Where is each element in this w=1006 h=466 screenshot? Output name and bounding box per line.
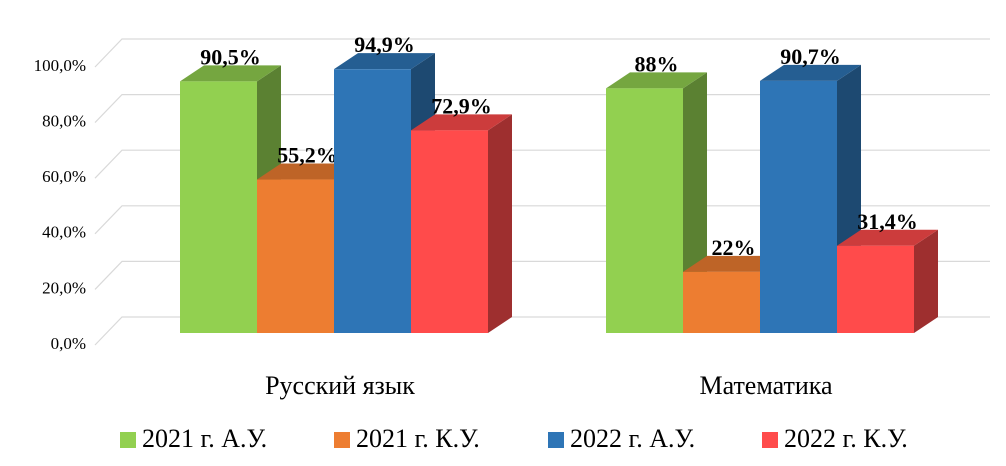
x-tick-label: Математика [699,371,833,400]
bar [334,69,411,333]
y-tick-label: 0,0% [51,334,86,353]
bar-top [760,64,861,81]
bar [760,80,837,333]
x-tick-label: Русский язык [265,371,415,400]
legend-label: 2021 г. К.У. [356,424,480,453]
value-label: 72,9% [431,93,492,118]
bar [683,271,760,333]
value-label: 90,7% [780,44,841,69]
y-tick-label: 40,0% [42,223,86,242]
bar-top [334,53,435,70]
value-label: 94,9% [354,32,415,57]
bar [606,88,683,333]
legend-label: 2022 г. К.У. [784,424,908,453]
value-label: 31,4% [857,209,918,234]
value-label: 22% [712,235,756,260]
legend-swatch [548,432,564,448]
value-label: 88% [635,51,679,76]
bar [411,130,488,333]
legend-swatch [120,432,136,448]
grid-line [94,38,990,68]
bar-side [914,229,938,333]
legend-label: 2021 г. А.У. [142,424,267,453]
y-tick-label: 100,0% [34,56,86,75]
value-label: 90,5% [200,44,261,69]
bar-top [180,65,281,82]
value-label: 55,2% [277,143,338,168]
y-tick-label: 20,0% [42,278,86,297]
bar [180,81,257,333]
bar-top [606,72,707,89]
bar-top [683,255,784,272]
legend-swatch [334,432,350,448]
y-tick-label: 80,0% [42,112,86,131]
bar-top [837,229,938,246]
bar-side [488,114,512,333]
bar [257,179,334,333]
bar [837,245,914,333]
y-tick-label: 60,0% [42,167,86,186]
bar-top [257,163,358,180]
bar-top [411,114,512,131]
legend-label: 2022 г. А.У. [570,424,695,453]
legend-swatch [762,432,778,448]
